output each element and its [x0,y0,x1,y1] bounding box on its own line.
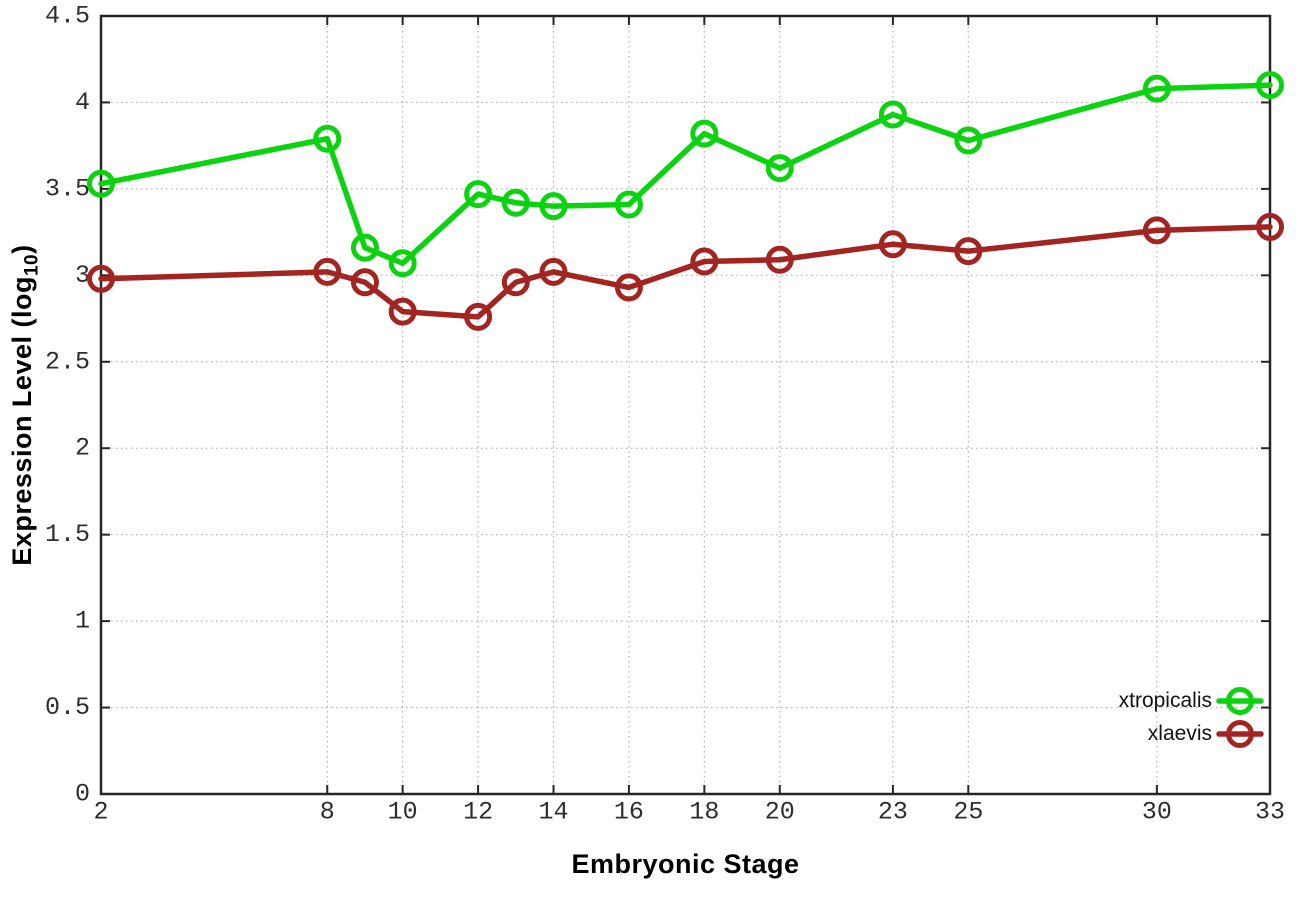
data-point-xtropicalis-13 [501,188,530,217]
x-tick-label: 30 [1142,798,1172,827]
x-tick-label: 25 [953,798,983,827]
data-point-xtropicalis-10 [388,249,417,278]
y-axis-title-suffix: ) [7,244,37,254]
y-tick-label: 0.5 [45,693,90,722]
data-point-xtropicalis-18 [690,119,719,148]
y-tick-label: 1 [75,607,90,636]
data-point-xtropicalis-30 [1142,74,1171,103]
x-tick-label: 14 [539,798,569,827]
data-point-xtropicalis-2 [87,169,115,198]
data-point-xlaevis-8 [313,257,342,286]
data-point-xlaevis-12 [464,302,493,331]
y-axis-title: Expression Level (log10) [3,105,43,705]
data-point-xlaevis-30 [1142,216,1171,245]
data-point-xtropicalis-9 [350,233,379,262]
x-tick-label: 2 [93,798,108,827]
y-tick-label: 4.5 [45,2,90,31]
y-tick-label: 1.5 [45,520,90,549]
data-point-xtropicalis-14 [539,192,568,221]
y-axis-title-prefix: Expression Level (log [7,276,37,566]
x-tick-label: 8 [320,798,335,827]
data-point-xtropicalis-12 [464,180,493,209]
x-tick-label: 10 [388,798,418,827]
data-point-xtropicalis-25 [954,126,983,155]
data-point-xlaevis-16 [614,273,643,302]
data-point-xlaevis-2 [87,264,115,293]
plot-border [99,14,1272,796]
data-point-xlaevis-33 [1256,212,1284,241]
series-line-xlaevis [98,224,1273,320]
legend-sample-marker-xlaevis [1226,720,1254,748]
data-point-xlaevis-20 [765,245,794,274]
data-point-xlaevis-23 [878,230,907,259]
legend-sample-marker-xtropicalis [1226,687,1254,715]
legend-label-xtropicalis: xtropicalis [1118,689,1212,712]
data-point-xlaevis-14 [539,257,568,286]
y-tick-label: 2.5 [45,347,90,376]
data-point-xtropicalis-20 [765,154,794,183]
x-tick-label: 12 [463,798,493,827]
y-tick-label: 3 [75,261,90,290]
y-axis-title-subscript: 10 [21,253,43,277]
data-point-xlaevis-13 [501,268,530,297]
data-point-xlaevis-25 [954,237,983,266]
x-tick-label: 23 [878,798,908,827]
y-tick-label: 0 [75,780,90,809]
legend-label-xlaevis: xlaevis [1147,722,1212,745]
data-point-xtropicalis-33 [1256,71,1284,100]
data-point-xtropicalis-8 [313,124,342,153]
data-point-xtropicalis-23 [878,100,907,129]
data-point-xlaevis-18 [690,247,719,276]
x-tick-label: 33 [1255,798,1285,827]
data-point-xtropicalis-16 [614,190,643,219]
x-tick-label: 18 [689,798,719,827]
y-tick-label: 2 [75,434,90,463]
x-tick-label: 20 [765,798,795,827]
data-point-xlaevis-10 [388,297,417,326]
y-tick-label: 4 [75,88,90,117]
x-axis-title: Embryonic Stage [571,849,800,879]
data-point-xlaevis-9 [350,268,379,297]
y-tick-label: 3.5 [45,174,90,203]
x-tick-label: 16 [614,798,644,827]
